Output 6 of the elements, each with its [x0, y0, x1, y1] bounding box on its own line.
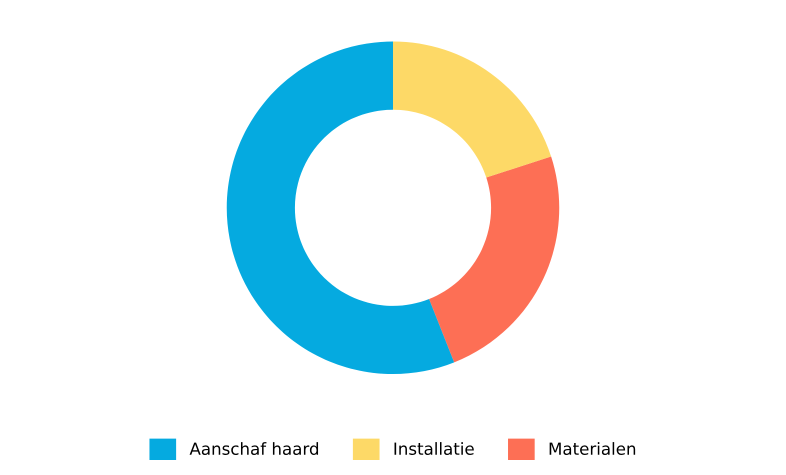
legend-label: Aanschaf haard [190, 442, 318, 455]
donut-slice [393, 42, 552, 178]
legend-label: Installatie [394, 442, 474, 455]
donut-slice [226, 42, 454, 374]
legend-label: Materialen [550, 442, 636, 455]
donut-slice [429, 156, 560, 362]
